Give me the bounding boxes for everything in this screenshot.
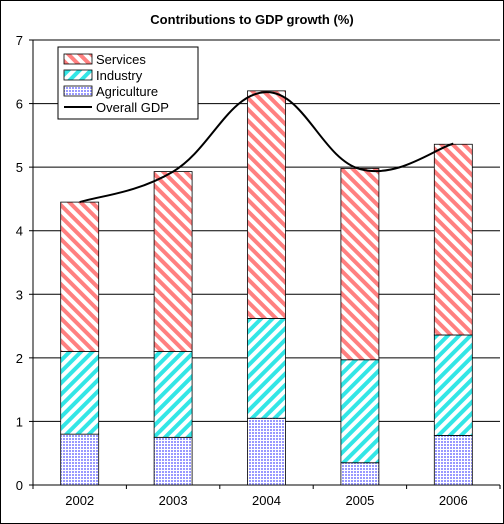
x-tick-label-2006: 2006: [439, 493, 468, 508]
bar-agriculture-2003: [153, 436, 193, 486]
chart-title: Contributions to GDP growth (%): [150, 12, 353, 27]
bar-services-2004: [247, 90, 286, 319]
y-tick-label-0: 0: [16, 478, 23, 493]
y-tick-label-5: 5: [16, 160, 23, 175]
bar-agriculture-2005: [340, 462, 380, 486]
bar-services-2006: [433, 143, 473, 336]
y-tick-label-6: 6: [16, 97, 23, 112]
y-tick-label-4: 4: [16, 224, 23, 239]
bar-industry-2004: [247, 318, 286, 419]
bar-agriculture-2006: [433, 435, 473, 486]
bar-industry-2006: [433, 334, 473, 436]
legend-label-agriculture: Agriculture: [96, 84, 158, 99]
x-tick-label-2003: 2003: [159, 493, 188, 508]
legend-label-overall-gdp: Overall GDP: [96, 100, 169, 115]
legend-label-services: Services: [96, 52, 146, 67]
bar-industry-2002: [60, 351, 100, 435]
bar-services-2002: [60, 201, 100, 352]
bar-agriculture-2004: [247, 417, 286, 486]
bar-services-2003: [153, 171, 193, 352]
y-tick-label-2: 2: [16, 351, 23, 366]
y-tick-label-1: 1: [16, 414, 23, 429]
y-tick-label-7: 7: [16, 33, 23, 48]
bar-industry-2005: [340, 359, 380, 464]
legend-swatch-industry: [63, 69, 93, 81]
legend-swatch-services: [63, 53, 93, 65]
legend-label-industry: Industry: [96, 68, 143, 83]
bar-industry-2003: [153, 351, 193, 438]
x-tick-label-2004: 2004: [252, 493, 281, 508]
bar-services-2005: [340, 168, 380, 361]
bar-agriculture-2002: [60, 433, 100, 486]
y-tick-label-3: 3: [16, 287, 23, 302]
legend-swatch-agriculture: [63, 85, 93, 97]
x-tick-label-2005: 2005: [345, 493, 374, 508]
overall-gdp-line: [79, 91, 454, 204]
x-tick-label-2002: 2002: [65, 493, 94, 508]
